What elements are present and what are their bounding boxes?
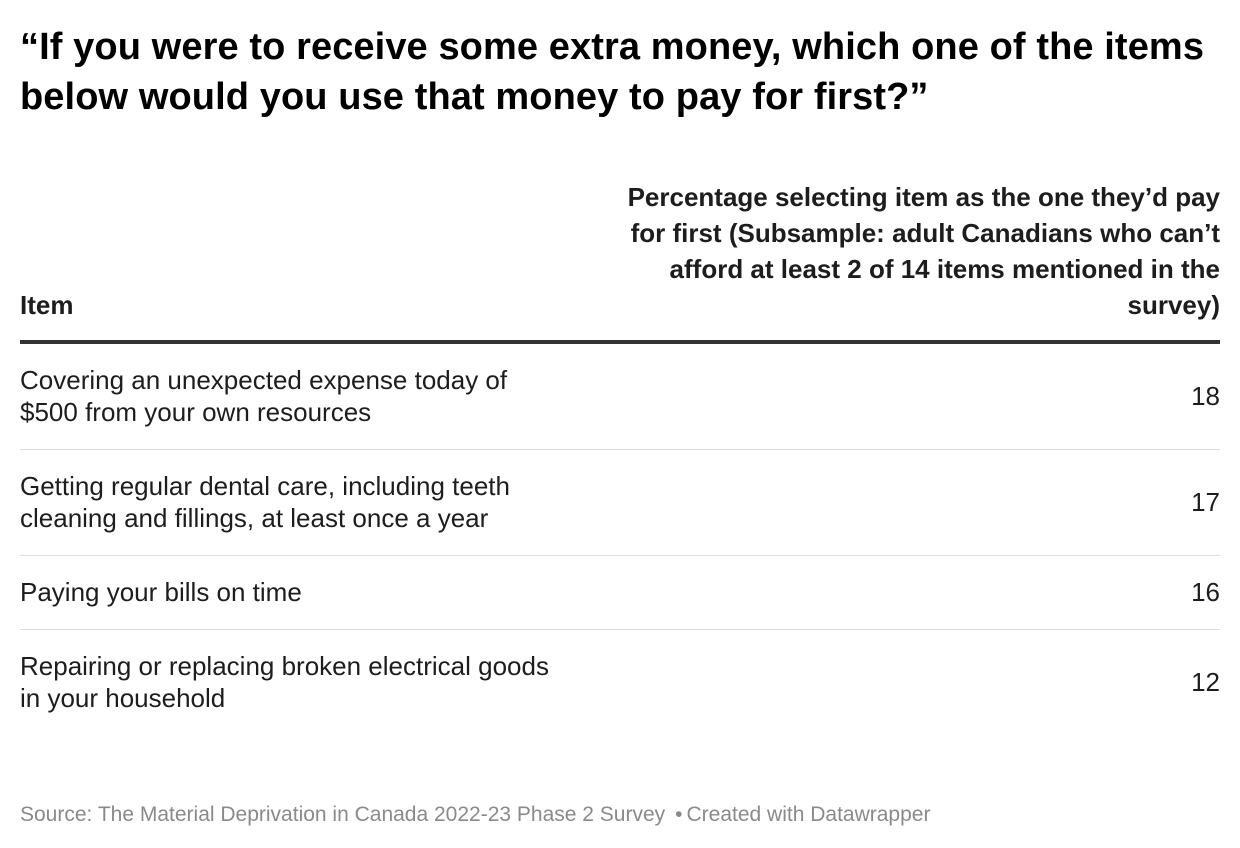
table-cell-value: 17 (560, 449, 1220, 556)
table-cell-item: Covering an unexpected expense today of … (20, 342, 560, 450)
item-label: Getting regular dental care, including t… (20, 471, 510, 533)
table-row: Repairing or replacing broken electrical… (20, 630, 1220, 736)
data-table: Item Percentage selecting item as the on… (20, 179, 1220, 735)
column-header-item[interactable]: Item (20, 179, 560, 344)
item-label: Paying your bills on time (20, 577, 302, 607)
datawrapper-credit-link[interactable]: Created with Datawrapper (686, 803, 931, 826)
table-cell-item: Paying your bills on time (20, 555, 560, 630)
column-header-percentage[interactable]: Percentage selecting item as the one the… (560, 179, 1220, 344)
footer-separator: • (675, 803, 683, 826)
table-cell-item: Repairing or replacing broken electrical… (20, 630, 560, 736)
item-label: Repairing or replacing broken electrical… (20, 651, 549, 713)
table-row: Covering an unexpected expense today of … (20, 342, 1220, 450)
table-cell-value: 12 (1191, 667, 1220, 697)
chart-container: “If you were to receive some extra money… (20, 0, 1220, 735)
column-header-percentage-label: Percentage selecting item as the one the… (627, 182, 1220, 320)
table-row: Paying your bills on time 16 (20, 555, 1220, 630)
table-cell-value: 18 (560, 342, 1220, 450)
chart-footer: Source: The Material Deprivation in Cana… (20, 801, 930, 829)
table-cell-value: 16 (560, 555, 1220, 630)
item-label: Covering an unexpected expense today of … (20, 365, 508, 427)
chart-title: “If you were to receive some extra money… (20, 26, 1205, 118)
source-note: Source: The Material Deprivation in Cana… (20, 803, 666, 826)
table-header-row: Item Percentage selecting item as the on… (20, 179, 1220, 344)
table-cell-item: Getting regular dental care, including t… (20, 449, 560, 556)
table-row: Getting regular dental care, including t… (20, 449, 1220, 556)
